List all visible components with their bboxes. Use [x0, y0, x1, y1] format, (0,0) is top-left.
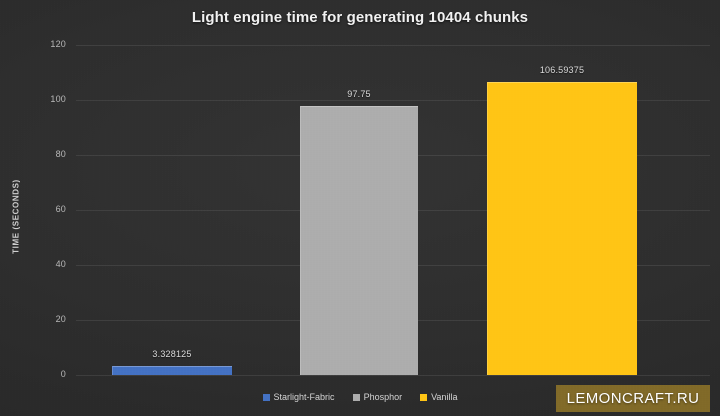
y-axis-tick-label: 80	[55, 149, 66, 159]
y-axis-tick-label: 20	[55, 314, 66, 324]
y-axis-tick-label: 120	[50, 39, 66, 49]
legend-item-label: Phosphor	[363, 392, 403, 402]
legend-swatch-icon	[352, 393, 360, 401]
gridline	[76, 45, 710, 46]
y-axis-tick-label: 60	[55, 204, 66, 214]
bar-value-label: 106.59375	[539, 64, 585, 75]
legend-item[interactable]: Starlight-Fabric	[262, 392, 335, 402]
watermark-label: LEMONCRAFT.RU	[566, 390, 700, 407]
gridline	[76, 100, 710, 101]
y-axis-tick-label: 0	[60, 369, 66, 379]
legend-item-label: Starlight-Fabric	[273, 392, 335, 402]
chart-legend: Starlight-Fabric Phosphor Vanilla	[0, 392, 720, 402]
legend-swatch-icon	[262, 393, 270, 401]
bar-starlight-fabric[interactable]	[112, 365, 232, 376]
gridline	[76, 375, 710, 376]
legend-item-label: Vanilla	[431, 392, 458, 402]
y-axis-tick-label: 100	[50, 94, 66, 104]
bar-phosphor[interactable]	[300, 106, 418, 375]
bar-vanilla[interactable]	[487, 81, 637, 376]
bar-value-label: 3.328125	[152, 348, 192, 359]
y-axis-tick-label: 40	[55, 259, 66, 269]
legend-swatch-icon	[420, 393, 428, 401]
bar-value-label: 97.75	[347, 89, 371, 100]
chart-title: Light engine time for generating 10404 c…	[191, 9, 529, 26]
legend-item[interactable]: Phosphor	[352, 392, 403, 402]
watermark: LEMONCRAFT.RU	[556, 385, 710, 412]
legend-item[interactable]: Vanilla	[420, 392, 457, 402]
